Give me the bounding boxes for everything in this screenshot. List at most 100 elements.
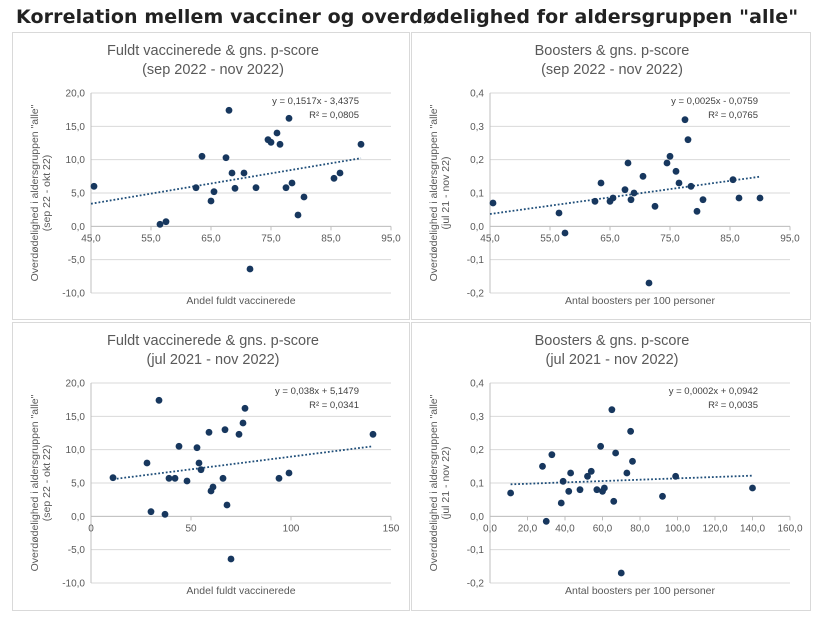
y-tick-label: -5,0 bbox=[68, 255, 86, 266]
data-point bbox=[593, 486, 601, 494]
data-point bbox=[171, 474, 179, 482]
y-axis-title-line: Overdødelighed i aldersgruppen "alle" bbox=[428, 394, 440, 571]
data-point bbox=[267, 138, 275, 146]
data-point bbox=[507, 489, 515, 497]
data-point bbox=[369, 430, 377, 438]
x-tick-label: 20,0 bbox=[518, 523, 538, 534]
trendline bbox=[90, 157, 362, 205]
data-point bbox=[612, 449, 620, 457]
data-point bbox=[687, 182, 695, 190]
y-tick-label: 0,0 bbox=[71, 512, 85, 523]
y-tick-label: 0,4 bbox=[470, 89, 484, 100]
data-point bbox=[223, 501, 231, 509]
data-point bbox=[155, 396, 163, 404]
y-axis-title-line: Overdødelighed i aldersgruppen "alle" bbox=[428, 104, 440, 281]
y-tick-label: 10,0 bbox=[66, 155, 86, 166]
data-point bbox=[489, 199, 497, 207]
chart-title-line: Boosters & gns. p-score bbox=[535, 333, 690, 349]
chart-panel-3: Fuldt vaccinerede & gns. p-score (jul 202… bbox=[12, 322, 410, 611]
y-tick-label: -0,2 bbox=[467, 579, 485, 590]
chart-title-line: Fuldt vaccinerede & gns. p-score bbox=[107, 333, 319, 349]
data-point bbox=[330, 174, 338, 182]
data-point bbox=[584, 472, 591, 480]
data-point bbox=[651, 202, 659, 210]
data-point bbox=[252, 184, 260, 192]
data-point bbox=[276, 140, 284, 148]
data-point bbox=[175, 442, 183, 450]
data-point bbox=[210, 188, 218, 196]
data-point bbox=[165, 474, 173, 482]
chart-panel-2: Boosters & gns. p-score (sep 2022 - nov 2… bbox=[411, 32, 811, 320]
x-tick-label: 150 bbox=[383, 523, 400, 534]
chart-title-line: (sep 2022 - nov 2022) bbox=[541, 62, 683, 78]
data-point bbox=[561, 229, 569, 237]
x-tick-label: 100,0 bbox=[665, 523, 690, 534]
data-point bbox=[557, 499, 565, 507]
data-point bbox=[205, 428, 213, 436]
data-point bbox=[548, 451, 556, 459]
data-point bbox=[294, 211, 302, 219]
data-point bbox=[587, 467, 595, 475]
y-axis-title-line: (sep 22 - okt 22) bbox=[41, 445, 53, 521]
data-point bbox=[275, 474, 283, 482]
x-tick-label: 40,0 bbox=[555, 523, 575, 534]
data-point bbox=[282, 184, 290, 192]
chart-title-line: Boosters & gns. p-score bbox=[535, 43, 690, 59]
data-point bbox=[576, 486, 584, 494]
data-point bbox=[639, 172, 647, 180]
data-point bbox=[672, 472, 680, 480]
trendline-equation: y = 0,0002x + 0,0942 bbox=[669, 386, 758, 397]
data-point bbox=[162, 218, 170, 226]
data-point bbox=[228, 169, 236, 177]
x-axis-title: Antal boosters per 100 personer bbox=[565, 585, 716, 597]
x-tick-label: 45,0 bbox=[81, 233, 101, 244]
data-point bbox=[161, 510, 169, 518]
x-axis-title: Andel fuldt vaccinerede bbox=[186, 585, 295, 597]
chart-2: Boosters & gns. p-score (sep 2022 - nov 2… bbox=[428, 43, 800, 307]
data-point bbox=[221, 426, 229, 434]
data-point bbox=[239, 419, 247, 427]
data-point bbox=[192, 184, 200, 192]
data-point bbox=[666, 152, 674, 160]
chart-panel-1: Fuldt vaccinerede & gns. p-score (sep 202… bbox=[12, 32, 410, 320]
page-title: Korrelation mellem vacciner og overdødel… bbox=[16, 6, 799, 28]
data-point bbox=[193, 444, 201, 452]
data-point bbox=[693, 207, 701, 215]
y-tick-label: 5,0 bbox=[71, 189, 85, 200]
data-point bbox=[623, 469, 631, 477]
data-point bbox=[90, 182, 98, 190]
data-point bbox=[183, 477, 191, 485]
chart-panel-4: Boosters & gns. p-score (jul 2021 - nov 2… bbox=[411, 322, 811, 611]
trendline bbox=[510, 474, 753, 486]
y-tick-label: 0,2 bbox=[470, 155, 484, 166]
trendline bbox=[112, 445, 374, 481]
data-point bbox=[735, 194, 743, 202]
data-point bbox=[624, 159, 632, 167]
data-point bbox=[336, 169, 344, 177]
data-point bbox=[629, 457, 636, 465]
data-point bbox=[156, 220, 164, 228]
data-point bbox=[749, 484, 756, 492]
data-point bbox=[600, 484, 608, 492]
data-point bbox=[222, 154, 230, 162]
y-tick-label: 0,3 bbox=[470, 412, 484, 423]
x-tick-label: 75,0 bbox=[660, 233, 680, 244]
data-point bbox=[209, 483, 217, 491]
y-tick-label: 15,0 bbox=[66, 122, 86, 133]
x-axis-title: Antal boosters per 100 personer bbox=[565, 295, 716, 307]
data-point bbox=[608, 406, 616, 414]
data-point bbox=[591, 197, 599, 205]
y-tick-label: -10,0 bbox=[62, 579, 85, 590]
x-tick-label: 140,0 bbox=[740, 523, 765, 534]
data-point bbox=[597, 179, 605, 187]
data-point bbox=[675, 179, 683, 187]
y-tick-label: -10,0 bbox=[62, 289, 85, 300]
data-point bbox=[565, 487, 573, 495]
y-tick-label: -5,0 bbox=[68, 545, 86, 556]
data-point bbox=[147, 508, 155, 516]
trendline bbox=[489, 175, 761, 215]
chart-title-line: (sep 2022 - nov 2022) bbox=[142, 62, 284, 78]
x-tick-label: 120,0 bbox=[702, 523, 727, 534]
x-tick-label: 45,0 bbox=[480, 233, 500, 244]
x-tick-label: 80,0 bbox=[630, 523, 650, 534]
